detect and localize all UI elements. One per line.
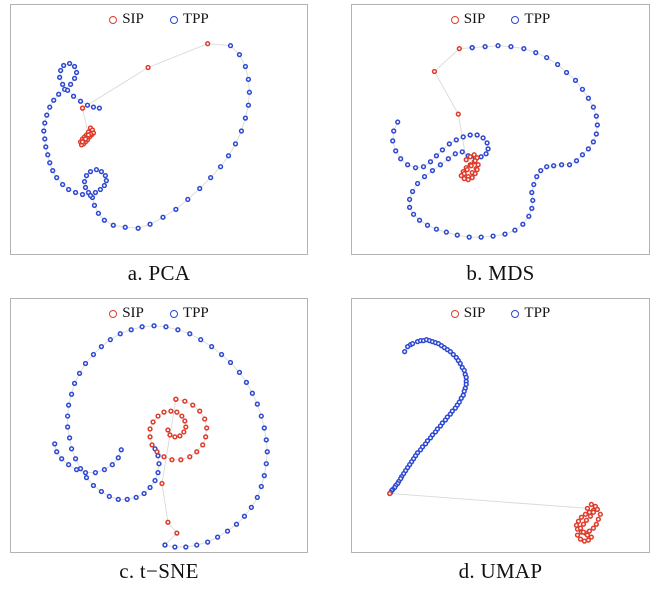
scatter-plot-pca [41,41,253,231]
scatter-plot-umap [387,337,603,544]
sip-legend-label: SIP [463,305,486,321]
scatter-plot-mds [390,43,600,240]
legend-tsne: SIP TPP [11,306,307,321]
sip-legend-label: SIP [122,305,144,321]
legend-item-sip: SIP [450,305,486,321]
scatter-plot-tsne [52,323,270,550]
tpp-legend-marker-icon [169,309,178,318]
tpp-legend-marker-icon [511,15,520,24]
caption-tsne: c. t−SNE [119,559,199,583]
tpp-legend-label: TPP [524,11,551,27]
legend-item-tpp: TPP [169,11,209,27]
sip-legend-marker-icon [450,15,459,24]
tpp-legend-label: TPP [182,305,209,321]
legend-item-sip: SIP [450,11,486,27]
sip-legend-label: SIP [463,11,486,27]
plot-area-tsne: SIP TPP [10,298,308,553]
caption-mds: b. MDS [466,261,535,285]
legend-item-tpp: TPP [169,305,209,321]
sip-legend-label: SIP [122,11,144,27]
caption-umap: d. UMAP [458,559,543,583]
plot-cell-umap: SIP TPP d. UMAP [351,298,650,584]
plot-area-mds: SIP TPP [351,4,650,255]
plot-area-pca: SIP TPP [10,4,308,255]
tpp-legend-label: TPP [524,305,551,321]
tpp-legend-marker-icon [511,309,520,318]
sip-legend-marker-icon [450,309,459,318]
legend-item-sip: SIP [109,12,144,27]
plot-cell-mds: SIP TPP b. MDS [351,4,650,286]
legend-umap: SIP TPP [352,306,649,321]
sip-legend-marker-icon [109,309,118,318]
legend-item-sip: SIP [109,306,144,321]
legend-mds: SIP TPP [352,12,649,27]
plot-cell-tsne: SIP TPP c. t−SNE [10,298,308,584]
tpp-legend-label: TPP [182,11,209,27]
plot-area-umap: SIP TPP [351,298,650,553]
caption-pca: a. PCA [127,261,191,285]
legend-item-tpp: TPP [511,12,550,27]
legend-item-tpp: TPP [511,306,550,321]
legend-pca: SIP TPP [11,12,307,27]
sip-legend-marker-icon [109,15,118,24]
plot-cell-pca: SIP TPP a. PCA [10,4,308,286]
tpp-legend-marker-icon [169,15,178,24]
